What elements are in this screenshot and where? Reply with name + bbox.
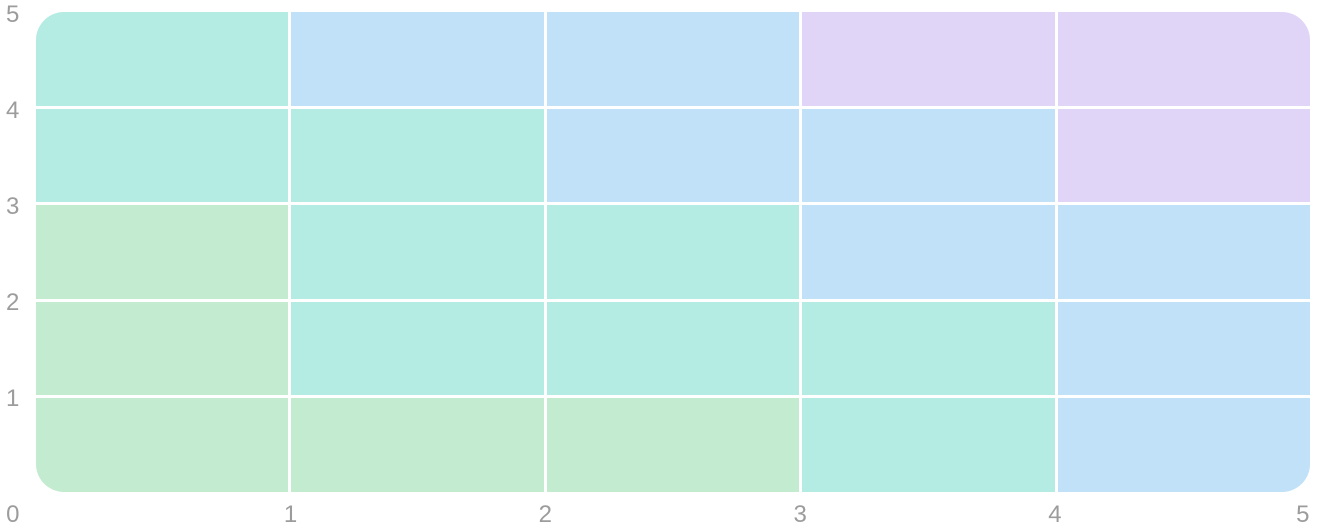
heatmap-cell[interactable] (291, 301, 544, 396)
heatmap-cell[interactable] (36, 108, 289, 203)
heatmap-grid (36, 12, 1310, 492)
x-axis-tick-label: 4 (1048, 501, 1063, 528)
heatmap-cell[interactable] (802, 301, 1055, 396)
heatmap-cell[interactable] (291, 205, 544, 299)
heatmap-cell[interactable] (36, 301, 289, 396)
heatmap-cell[interactable] (36, 398, 289, 492)
y-axis-tick-label: 2 (6, 289, 20, 316)
x-axis-tick-label: 2 (538, 501, 553, 528)
heatmap-cell[interactable] (1057, 301, 1310, 396)
heatmap-cell[interactable] (802, 398, 1055, 492)
y-axis-tick-label: 4 (6, 97, 20, 124)
heatmap-cell[interactable] (36, 205, 289, 299)
heatmap-cell[interactable] (1057, 398, 1310, 492)
y-axis-tick-label: 3 (6, 193, 20, 220)
heatmap-cell[interactable] (291, 398, 544, 492)
heatmap-cell[interactable] (291, 12, 544, 106)
heatmap-cell[interactable] (291, 108, 544, 203)
y-axis-tick-label: 5 (6, 1, 20, 28)
heatmap-cell[interactable] (1057, 12, 1310, 106)
heatmap-cell[interactable] (546, 108, 800, 203)
x-axis-tick-label: 3 (793, 501, 808, 528)
heatmap-cell[interactable] (802, 205, 1055, 299)
heatmap-cell[interactable] (1057, 108, 1310, 203)
heatmap-cell[interactable] (802, 12, 1055, 106)
x-axis-tick-label: 5 (1296, 501, 1310, 528)
x-axis-tick-label: 1 (283, 501, 298, 528)
heatmap-cell[interactable] (802, 108, 1055, 203)
heatmap-cell[interactable] (1057, 205, 1310, 299)
x-axis-tick-label: 0 (6, 501, 20, 528)
heatmap-cell[interactable] (36, 12, 289, 106)
y-axis-tick-label: 1 (6, 385, 20, 412)
heatmap-cell[interactable] (546, 12, 800, 106)
heatmap-cell[interactable] (546, 398, 800, 492)
heatmap-cell[interactable] (546, 205, 800, 299)
heatmap-cell[interactable] (546, 301, 800, 396)
